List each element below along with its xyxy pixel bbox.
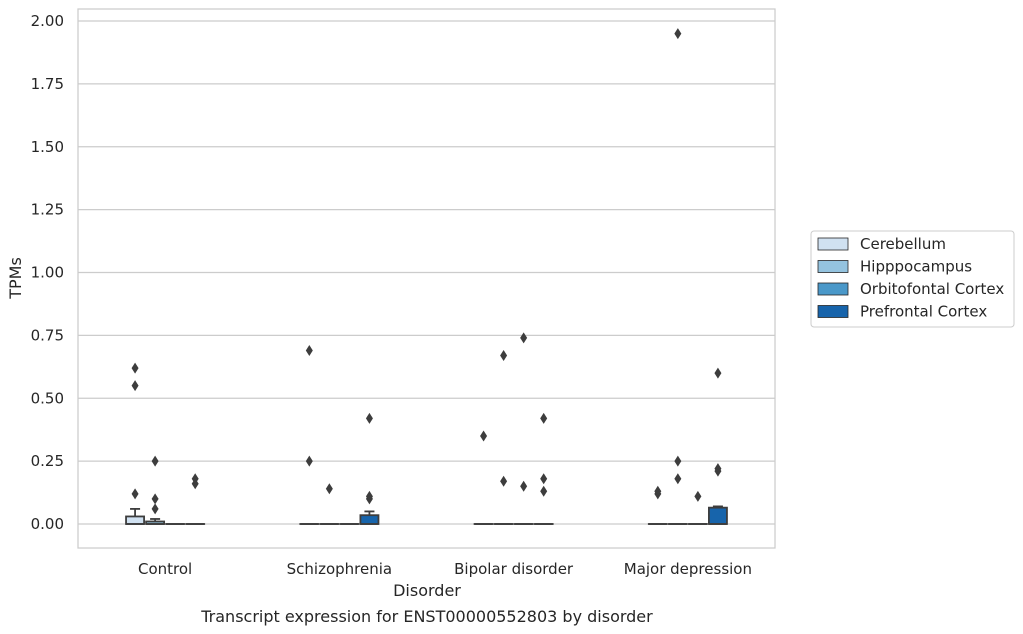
outlier-point — [305, 455, 313, 467]
y-tick-labels: 0.00 0.25 0.50 0.75 1.00 1.25 1.50 1.75 2.00 — [31, 12, 64, 533]
outlier-point — [151, 503, 159, 515]
legend-swatch — [817, 282, 849, 296]
outlier-point — [540, 412, 548, 424]
x-axis-title: Disorder — [393, 581, 461, 600]
outlier-point — [151, 455, 159, 467]
y-tick-label: 1.25 — [31, 201, 64, 219]
outlier-point — [480, 430, 488, 442]
plot-frame — [77, 8, 776, 549]
outlier-point — [131, 362, 139, 374]
legend-label: Orbitofontal Cortex — [860, 280, 1004, 298]
outlier-point — [131, 488, 139, 500]
y-tick-label: 0.25 — [31, 452, 64, 470]
legend-swatch — [817, 260, 849, 273]
y-tick-label: 0.00 — [31, 515, 64, 533]
outlier-point — [305, 344, 313, 356]
outlier-point — [654, 485, 662, 497]
chart-caption: Transcript expression for ENST0000055280… — [200, 607, 653, 626]
box-1-1 — [125, 508, 145, 525]
y-tick-label: 0.75 — [31, 326, 64, 344]
y-axis-title: TPMs — [6, 257, 25, 300]
box-body — [125, 515, 145, 525]
outlier-point — [540, 473, 548, 485]
y-tick-label: 1.00 — [31, 264, 64, 282]
outlier-point — [325, 483, 333, 495]
x-tick-label: Schizophrenia — [287, 560, 392, 578]
grid-lines — [78, 20, 775, 525]
legend-label: Hipppocampus — [860, 258, 972, 276]
box-body — [359, 514, 380, 525]
outlier-point — [540, 485, 548, 497]
outlier-point — [714, 367, 722, 379]
legend-frame — [810, 230, 1015, 328]
outlier-point — [131, 380, 139, 392]
legend: Cerebellum Hipppocampus Orbitofontal Corte… — [810, 230, 1015, 328]
y-tick-label: 1.50 — [31, 138, 64, 156]
x-tick-label: Major depression — [624, 560, 752, 578]
outlier-point — [520, 480, 528, 492]
legend-label: Cerebellum — [860, 235, 946, 253]
outlier-point — [500, 475, 508, 487]
outlier-point — [674, 28, 682, 40]
y-tick-label: 2.00 — [31, 12, 64, 30]
legend-swatch — [817, 237, 849, 251]
outlier-point — [714, 463, 722, 475]
outliers — [131, 28, 722, 515]
x-tick-labels: Control Schizophrenia Bipolar disorder Majo… — [138, 560, 752, 578]
x-tick-label: Control — [138, 560, 192, 578]
outlier-point — [694, 490, 702, 502]
y-tick-label: 0.50 — [31, 389, 64, 407]
outlier-point — [520, 332, 528, 344]
box-4-4 — [708, 505, 728, 525]
outlier-point — [365, 412, 373, 424]
box-2-1 — [145, 518, 166, 525]
outlier-point — [365, 490, 373, 502]
outlier-point — [151, 493, 159, 505]
outlier-point — [674, 455, 682, 467]
legend-swatch — [817, 305, 849, 318]
boxes — [125, 505, 728, 525]
outlier-point — [500, 349, 508, 361]
box-body — [708, 506, 728, 525]
outlier-point — [674, 473, 682, 485]
x-tick-label: Bipolar disorder — [454, 560, 574, 578]
legend-label: Prefrontal Cortex — [860, 303, 987, 321]
outlier-point — [191, 473, 199, 485]
y-tick-label: 1.75 — [31, 75, 64, 93]
box-4-2 — [359, 510, 380, 525]
